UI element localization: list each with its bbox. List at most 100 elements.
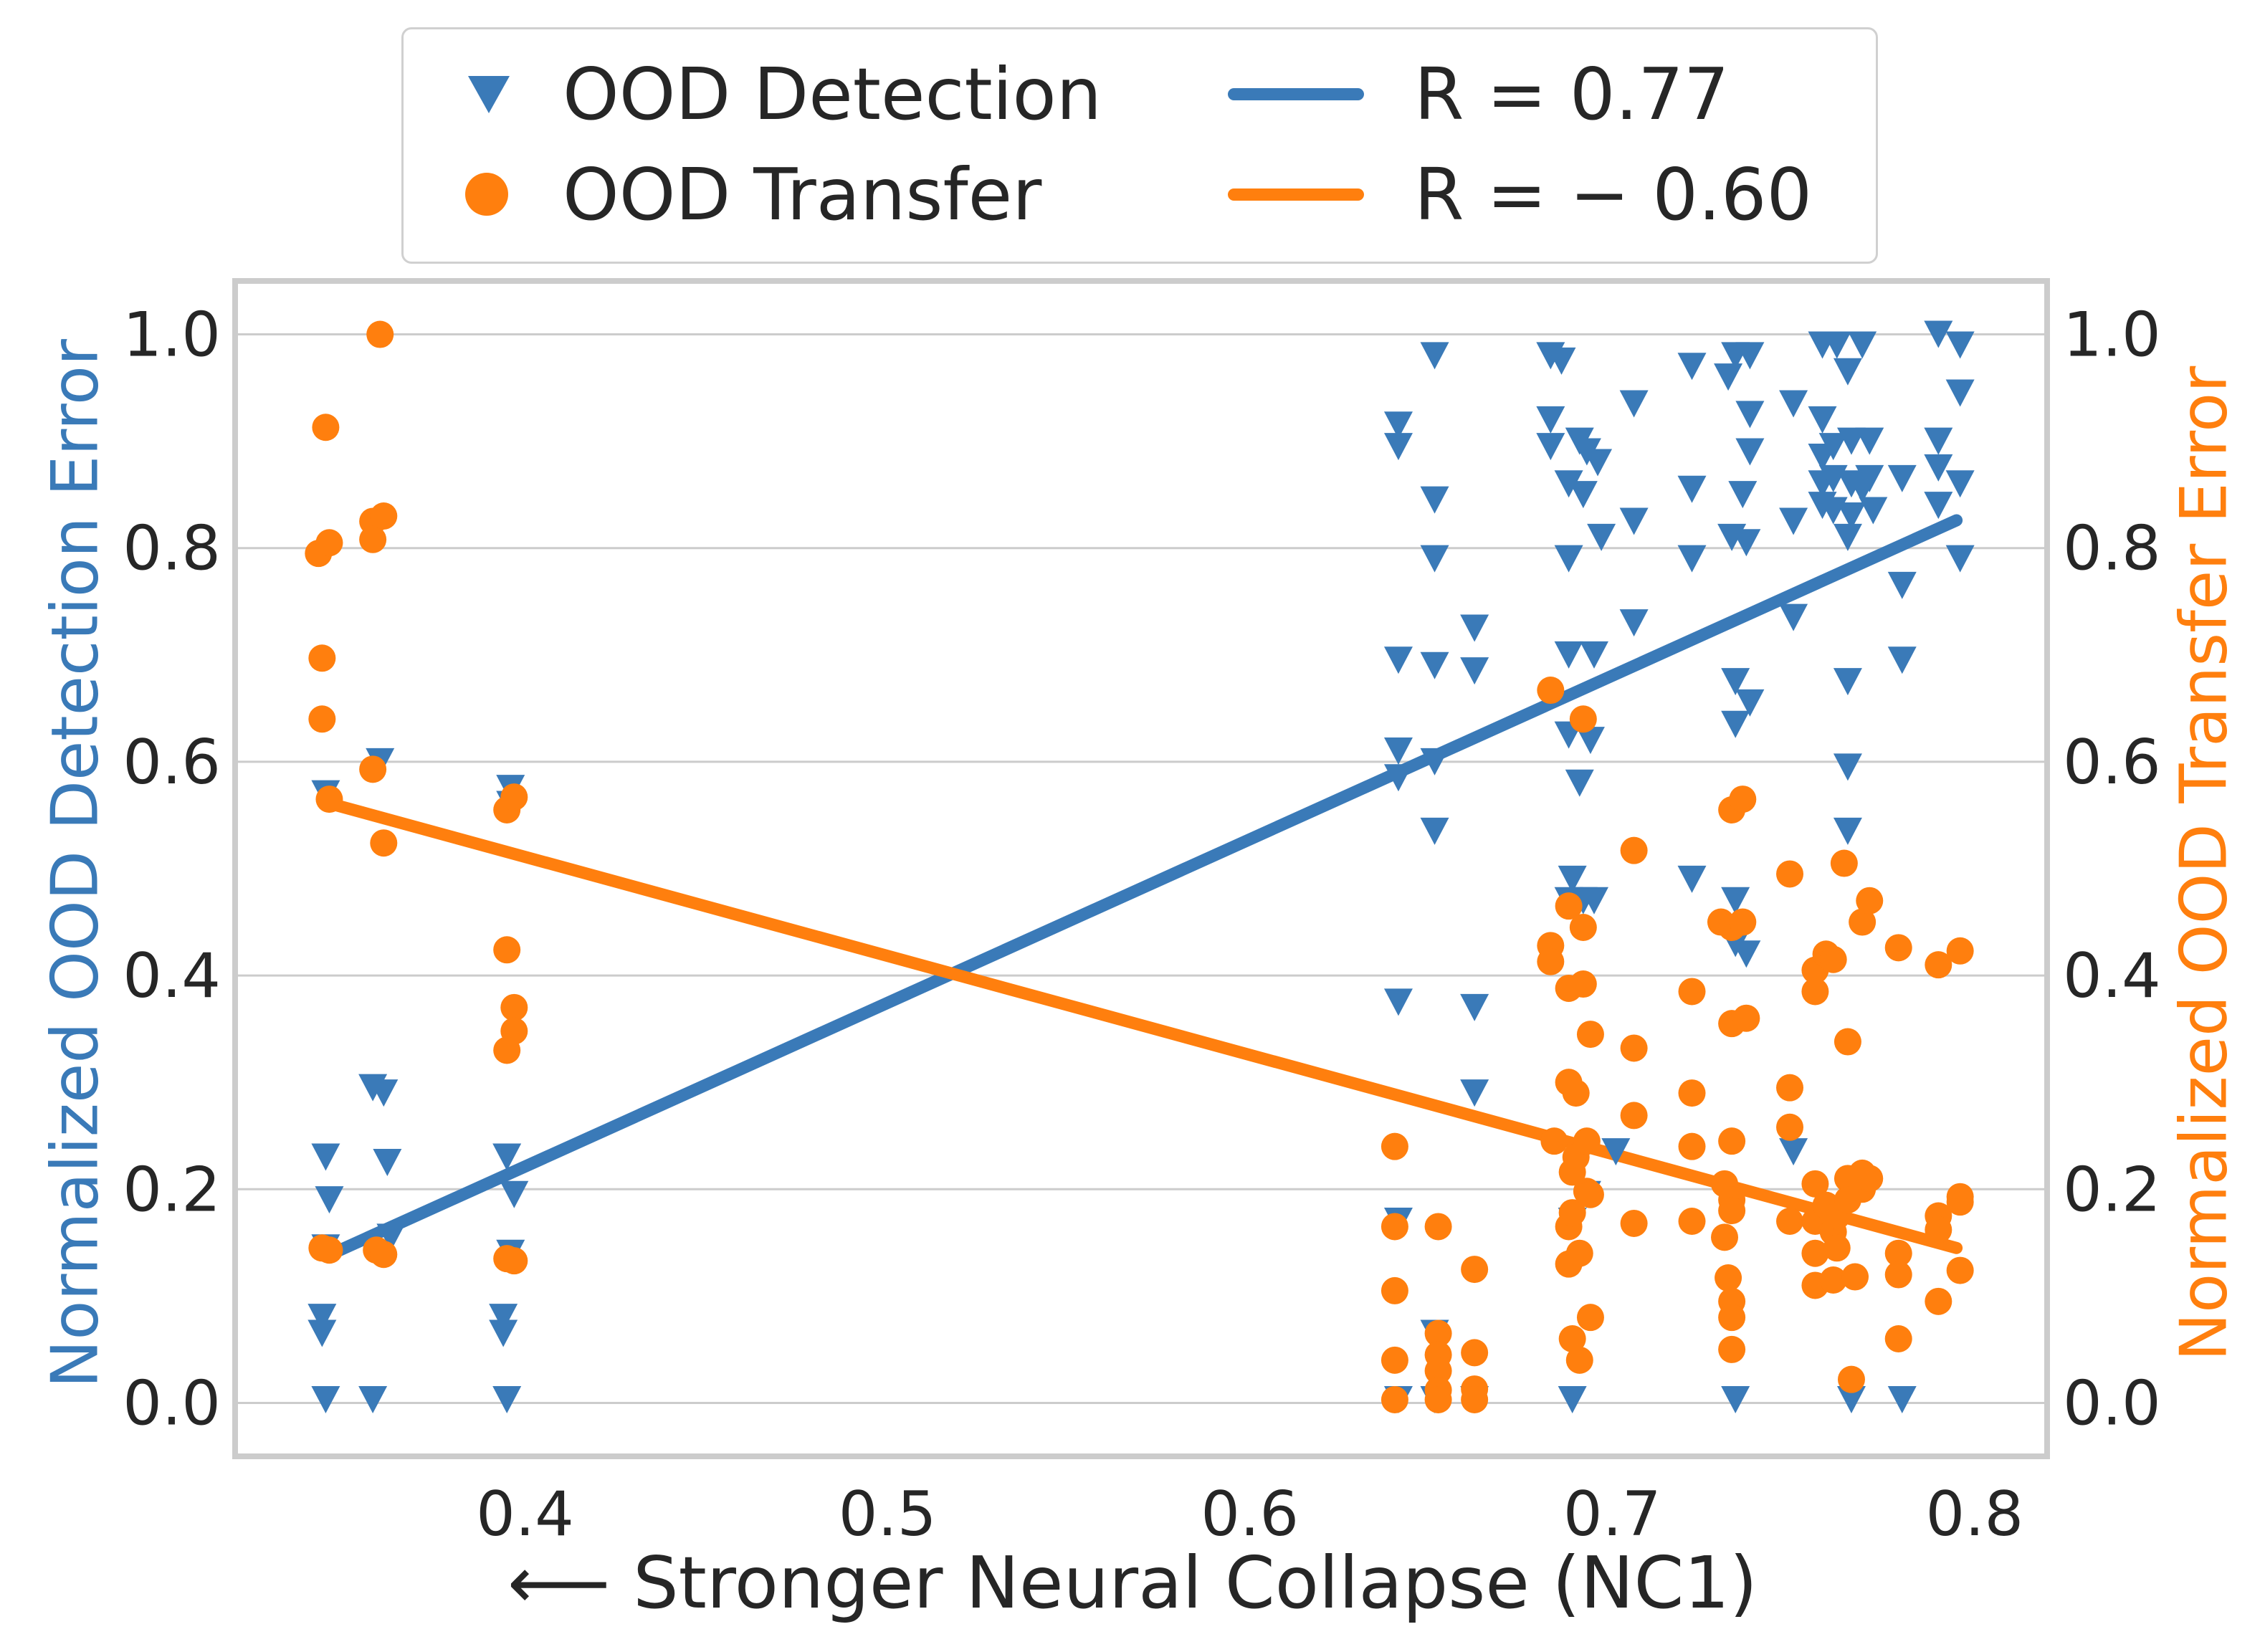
legend-label-transfer: OOD Transfer xyxy=(563,152,1042,237)
right-y-tick-label: 0.4 xyxy=(2063,940,2161,1012)
blue-line-icon xyxy=(1228,51,1364,137)
detection-point xyxy=(1945,331,1975,359)
transfer-point xyxy=(359,755,387,783)
transfer-point xyxy=(359,525,387,553)
detection-point xyxy=(492,1385,522,1413)
detection-point xyxy=(1822,331,1851,359)
transfer-fit-line xyxy=(319,796,1963,1254)
transfer-point xyxy=(312,414,340,441)
transfer-point xyxy=(1823,1234,1851,1262)
detection-point xyxy=(376,1223,406,1251)
detection-point xyxy=(1575,727,1605,755)
right-y-tick-label: 1.0 xyxy=(2063,300,2161,371)
detection-point xyxy=(1619,390,1649,418)
transfer-point xyxy=(1718,1335,1746,1363)
transfer-point xyxy=(1849,908,1877,936)
right-y-tick-label: 0.6 xyxy=(2063,727,2161,798)
transfer-point xyxy=(1573,1127,1601,1155)
detection-point xyxy=(1420,342,1449,370)
transfer-point xyxy=(315,1236,343,1264)
transfer-point xyxy=(1856,1165,1884,1193)
detection-point xyxy=(1583,449,1613,477)
detection-point xyxy=(1887,464,1917,492)
transfer-point xyxy=(1946,937,1974,965)
detection-point xyxy=(1460,657,1489,685)
transfer-point xyxy=(1381,1385,1408,1413)
detection-point xyxy=(1547,347,1576,375)
detection-point xyxy=(489,1304,518,1332)
detection-point xyxy=(1383,988,1413,1016)
detection-point xyxy=(1779,1138,1808,1166)
transfer-point xyxy=(493,936,521,964)
detection-point xyxy=(1536,433,1565,461)
left-y-tick-label: 0.0 xyxy=(123,1367,221,1439)
detection-point xyxy=(1833,523,1862,551)
transfer-point xyxy=(1946,1188,1974,1216)
detection-point xyxy=(1735,438,1765,466)
transfer-point xyxy=(1424,1213,1452,1241)
legend-entry-detection-fit: R = 0.77 xyxy=(1228,51,1730,137)
detection-point xyxy=(1565,769,1594,797)
transfer-point xyxy=(500,783,528,811)
transfer-point xyxy=(1946,1256,1974,1284)
transfer-point xyxy=(1801,1170,1829,1198)
detection-point xyxy=(369,1079,399,1107)
transfer-point xyxy=(308,644,336,672)
detection-point xyxy=(1779,390,1808,418)
detection-point xyxy=(1887,1385,1917,1413)
transfer-point xyxy=(1819,1266,1847,1294)
detection-point xyxy=(1420,545,1449,573)
detection-point xyxy=(1732,940,1761,968)
detection-point xyxy=(1619,609,1649,637)
detection-point xyxy=(1728,481,1758,509)
transfer-point xyxy=(1576,1304,1604,1332)
transfer-point xyxy=(1620,1102,1648,1130)
transfer-point xyxy=(1381,1132,1408,1160)
transfer-point xyxy=(1569,970,1597,998)
detection-point xyxy=(1855,427,1884,455)
transfer-point xyxy=(1925,1287,1952,1315)
detection-point xyxy=(1836,502,1866,530)
detection-point xyxy=(1833,817,1862,845)
triangle-down-icon xyxy=(432,51,540,137)
transfer-point xyxy=(1461,1385,1489,1413)
transfer-point xyxy=(1718,1127,1746,1155)
detection-point xyxy=(1945,545,1975,573)
detection-point xyxy=(1836,1385,1866,1413)
detection-point xyxy=(1554,470,1583,498)
left-y-axis-label: Normalized OOD Detection Error xyxy=(37,339,113,1388)
grid-lines xyxy=(235,333,2047,1404)
transfer-point xyxy=(1461,1339,1489,1367)
circle-icon xyxy=(432,151,540,237)
transfer-point xyxy=(1925,951,1952,979)
transfer-point xyxy=(1569,914,1597,941)
transfer-point xyxy=(1424,1357,1452,1385)
detection-point xyxy=(1721,887,1750,915)
transfer-point xyxy=(1576,1180,1604,1208)
transfer-point xyxy=(1558,1199,1586,1227)
detection-point xyxy=(311,1143,340,1171)
x-tick-labels: 0.4 0.5 0.6 0.7 0.8 xyxy=(476,1479,2023,1550)
detection-point xyxy=(1383,411,1413,439)
detection-point xyxy=(1383,737,1413,765)
detection-point xyxy=(1677,475,1707,503)
detection-point xyxy=(1619,507,1649,535)
detection-point xyxy=(1554,641,1583,669)
detection-point xyxy=(311,1385,340,1413)
transfer-point xyxy=(1620,1209,1648,1237)
regression-lines xyxy=(319,514,1963,1263)
transfer-point xyxy=(315,529,343,557)
left-y-tick-label: 0.4 xyxy=(123,940,221,1012)
transfer-point xyxy=(308,705,336,733)
detection-point xyxy=(373,1149,402,1176)
detection-point xyxy=(1558,1385,1587,1413)
x-tick-label: 0.7 xyxy=(1563,1479,1661,1550)
legend: OOD Detection OOD Transfer R = 0.77 R = … xyxy=(401,27,1878,264)
transfer-point xyxy=(315,786,343,813)
transfer-point xyxy=(1856,887,1884,915)
transfer-point xyxy=(1776,860,1804,888)
detection-point xyxy=(1554,545,1583,573)
detection-point xyxy=(1779,507,1808,535)
right-y-tick-label: 0.0 xyxy=(2063,1367,2161,1439)
